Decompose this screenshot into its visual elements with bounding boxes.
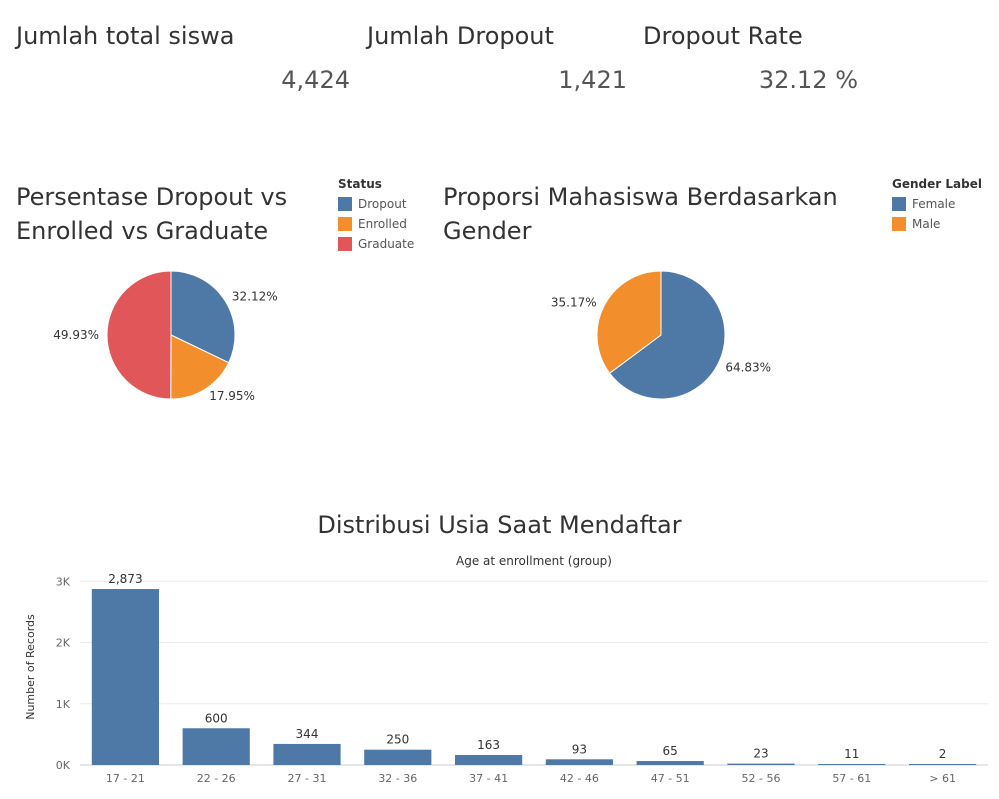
kpi-total-students-value: 4,424 [281, 66, 350, 94]
gender-pie-chart: 64.83% 35.17% [551, 270, 771, 400]
legend-label: Graduate [358, 237, 415, 251]
gender-slice-female[interactable] [608, 270, 726, 400]
gender-legend: Gender Label Female Male [892, 177, 982, 234]
bar-value-label: 250 [386, 733, 409, 747]
age-bar-chart: Age at enrollment (group) Number of Recor… [24, 554, 988, 785]
bar-52-56[interactable] [727, 763, 795, 765]
bar-value-label: 2 [939, 747, 947, 761]
status-pie-chart: 32.12% 17.95% 49.93% [53, 270, 278, 403]
bar-value-label: 600 [205, 711, 228, 725]
bar-57-61[interactable] [818, 764, 886, 765]
male-swatch [892, 217, 906, 231]
status-slice-graduate[interactable] [106, 270, 172, 400]
bar-x-tick-label: 37 - 41 [469, 772, 508, 785]
bar-y-tick-label: 3K [56, 575, 71, 588]
bar-x-tick-label: 17 - 21 [106, 772, 145, 785]
gender-label-female: 64.83% [725, 360, 771, 374]
bar-value-label: 163 [477, 738, 500, 752]
gender-slice-male[interactable] [596, 270, 662, 374]
status-label-graduate: 49.93% [53, 328, 99, 342]
bar-y-tick-label: 0K [56, 759, 71, 772]
gender-label-male: 35.17% [551, 296, 597, 310]
bar-x-tick-label: > 61 [929, 772, 956, 785]
gender-legend-item-female[interactable]: Female [892, 194, 982, 214]
status-legend-item-graduate[interactable]: Graduate [338, 234, 414, 254]
bar-x-tick-label: 42 - 46 [560, 772, 599, 785]
legend-label: Dropout [358, 197, 407, 211]
bar-x-tick-label: 27 - 31 [288, 772, 327, 785]
status-label-dropout: 32.12% [232, 290, 278, 304]
status-slice-enrolled[interactable] [170, 334, 230, 400]
bar-x-tick-label: 47 - 51 [651, 772, 690, 785]
gender-pie-title: Proporsi Mahasiswa Berdasarkan Gender [443, 183, 838, 245]
legend-label: Enrolled [358, 217, 407, 231]
bar-x-tick-label: 52 - 56 [742, 772, 781, 785]
kpi-dropout-rate-title: Dropout Rate [643, 22, 803, 50]
kpi-dropout-count-title: Jumlah Dropout [367, 22, 554, 50]
bar-y-axis-label: Number of Records [24, 614, 37, 720]
bar-x-tick-label: 57 - 61 [832, 772, 871, 785]
status-legend-item-enrolled[interactable]: Enrolled [338, 214, 414, 234]
legend-label: Female [912, 197, 956, 211]
bar-17-21[interactable] [91, 589, 159, 765]
gender-legend-item-male[interactable]: Male [892, 214, 982, 234]
status-pie-title: Persentase Dropout vs Enrolled vs Gradua… [16, 183, 288, 245]
bar-x-tick-label: 32 - 36 [378, 772, 417, 785]
bar-y-tick-label: 1K [56, 698, 71, 711]
dropout-swatch [338, 197, 352, 211]
bar-value-label: 23 [753, 747, 768, 761]
bar-value-label: 2,873 [108, 572, 142, 586]
graduate-swatch [338, 237, 352, 251]
gender-legend-title: Gender Label [892, 177, 982, 191]
bar-42-46[interactable] [545, 759, 613, 765]
bar-22-26[interactable] [182, 728, 250, 765]
bar-value-label: 11 [844, 747, 859, 761]
bar-47-51[interactable] [636, 761, 704, 765]
legend-label: Male [912, 217, 941, 231]
bar-27-31[interactable] [273, 743, 341, 765]
status-legend: Status Dropout Enrolled Graduate [338, 177, 414, 254]
bar-gt61[interactable] [909, 764, 977, 765]
kpi-dropout-count-value: 1,421 [558, 66, 627, 94]
bar-value-label: 93 [572, 742, 587, 756]
kpi-total-students-title: Jumlah total siswa [16, 22, 235, 50]
bar-y-tick-label: 2K [56, 637, 71, 650]
status-label-enrolled: 17.95% [209, 389, 255, 403]
bar-value-label: 65 [663, 744, 678, 758]
bar-x-axis-label: Age at enrollment (group) [456, 554, 612, 568]
kpi-dropout-rate-value: 32.12 % [758, 66, 858, 94]
bar-32-36[interactable] [364, 749, 432, 765]
status-legend-title: Status [338, 177, 382, 191]
status-slice-dropout[interactable] [170, 270, 236, 364]
status-legend-item-dropout[interactable]: Dropout [338, 194, 414, 214]
age-bar-title: Distribusi Usia Saat Mendaftar [317, 511, 682, 539]
bar-37-41[interactable] [455, 755, 523, 765]
bar-value-label: 344 [296, 727, 319, 741]
enrolled-swatch [338, 217, 352, 231]
bar-x-tick-label: 22 - 26 [197, 772, 236, 785]
female-swatch [892, 197, 906, 211]
